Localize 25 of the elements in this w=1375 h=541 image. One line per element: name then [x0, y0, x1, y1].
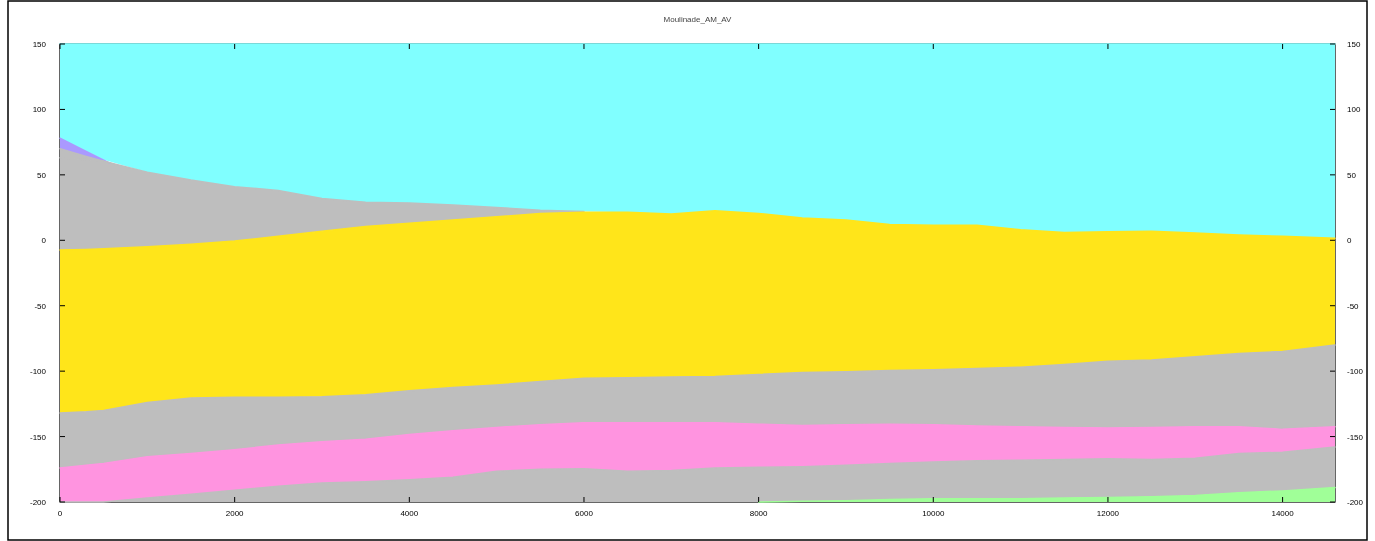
y-tick-label: 100: [32, 105, 47, 115]
chart-title: Moulinade_AM_AV: [663, 15, 733, 24]
y-tick-label: -200: [29, 498, 47, 507]
x-tick-label: 8000: [749, 509, 769, 518]
y-tick-label: 0: [41, 236, 47, 246]
x-tick-label: 12000: [1096, 509, 1120, 518]
x-tick-label: 2000: [225, 509, 245, 518]
x-tick-label: 10000: [922, 509, 945, 518]
y-tick-label: -100: [29, 367, 47, 377]
x-tick-label: 14000: [1271, 509, 1295, 518]
y2-tick-label: 50: [1347, 170, 1357, 180]
y-tick-label: 50: [37, 170, 47, 180]
y2-tick-label: -200: [1347, 498, 1364, 507]
y-tick-label: -50: [34, 301, 47, 311]
y2-tick-label: 0: [1347, 236, 1352, 246]
x-tick-label: 6000: [575, 509, 594, 518]
y-tick-label: -150: [29, 432, 47, 442]
x-tick-label: 0: [57, 509, 63, 518]
y2-tick-label: 100: [1347, 105, 1361, 115]
y2-tick-label: -50: [1347, 301, 1360, 311]
y2-tick-label: -150: [1347, 432, 1364, 442]
y-tick-label: 150: [32, 40, 47, 49]
x-tick-label: 4000: [400, 509, 419, 518]
y2-tick-label: 150: [1347, 40, 1361, 49]
y2-tick-label: -100: [1347, 367, 1364, 377]
